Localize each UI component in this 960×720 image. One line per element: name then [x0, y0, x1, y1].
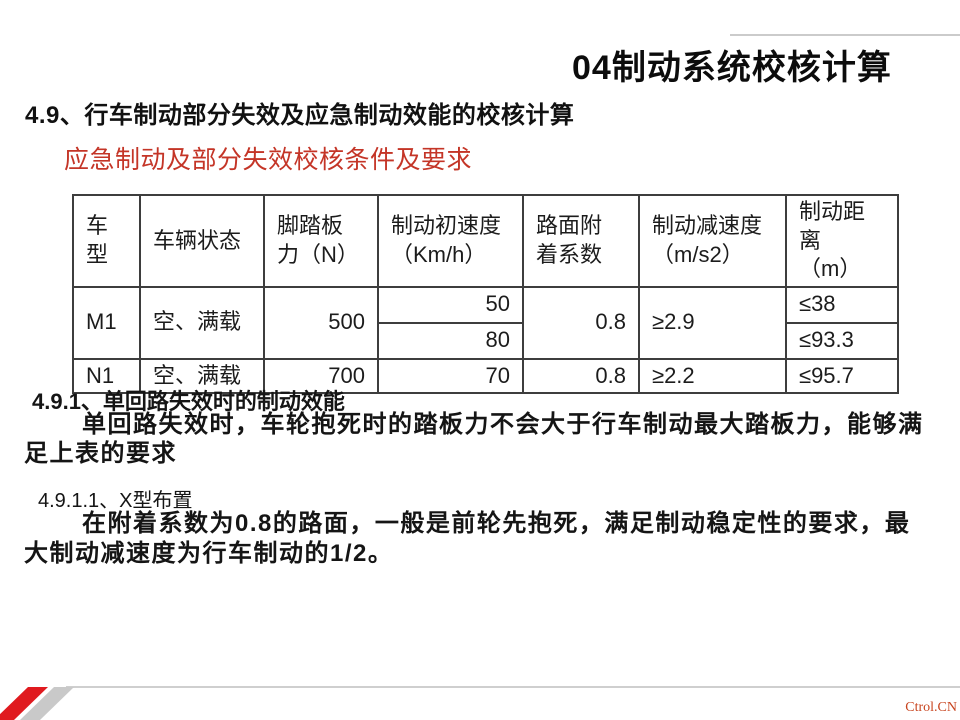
cell-m1-adhesion: 0.8 — [522, 285, 640, 360]
table-row-m1-top: M1 空、满载 500 50 0.8 ≥2.9 ≤38 — [72, 285, 899, 360]
cell-m1-distance-2: ≤93.3 — [785, 321, 899, 360]
cell-n1-initial-speed: 70 — [377, 357, 524, 395]
col-header-vehicle-type: 车型 — [72, 194, 141, 288]
section-4911-heading: 4.9.1.1、X型布置 — [38, 490, 193, 512]
cell-m1-initial-speed-2: 80 — [377, 321, 524, 360]
cell-m1-initial-speed-1: 50 — [377, 285, 524, 324]
corner-stripes — [0, 687, 74, 720]
section-49-heading: 4.9、行车制动部分失效及应急制动效能的校核计算 — [25, 102, 575, 129]
section-4911-paragraph: 在附着系数为0.8的路面，一般是前轮先抱死，满足制动稳定性的要求，最大制动减速度… — [24, 510, 911, 567]
cell-n1-deceleration: ≥2.2 — [638, 357, 787, 395]
col-header-adhesion: 路面附 着系数 — [522, 194, 640, 288]
section-491-paragraph: 单回路失效时，车轮抱死时的踏板力不会大于行车制动最大踏板力，能够满足上表的要求 — [24, 411, 924, 467]
cell-m1-deceleration: ≥2.9 — [638, 285, 787, 360]
cell-n1-adhesion: 0.8 — [522, 357, 640, 395]
page-title: 04制动系统校核计算 — [572, 49, 892, 87]
gray-stripe — [20, 687, 74, 720]
table-header-row: 车型 车辆状态 脚踏板 力（N） 制动初速度 （Km/h） 路面附 着系数 制动… — [72, 194, 899, 288]
cell-n1-vehicle-type: N1 — [72, 357, 141, 395]
title-underline — [730, 34, 960, 36]
table-row-m1-bottom: 80 ≤93.3 — [73, 321, 899, 360]
emergency-brake-subtitle: 应急制动及部分失效校核条件及要求 — [64, 146, 473, 174]
section-491-heading: 4.9.1、单回路失效时的制动效能 — [32, 389, 345, 414]
col-header-distance: 制动距离 （m） — [785, 194, 899, 288]
table-row-n1: N1 空、满载 700 70 0.8 ≥2.2 ≤95.7 — [72, 357, 899, 395]
col-header-vehicle-state: 车辆状态 — [139, 194, 265, 288]
cell-m1-vehicle-type: M1 — [72, 285, 141, 360]
brake-check-table: 车型 车辆状态 脚踏板 力（N） 制动初速度 （Km/h） 路面附 着系数 制动… — [72, 194, 899, 395]
footer-rule — [66, 686, 960, 688]
cell-m1-pedal-force: 500 — [263, 285, 379, 360]
cell-m1-vehicle-state: 空、满载 — [139, 285, 265, 360]
col-header-pedal-force: 脚踏板 力（N） — [263, 194, 379, 288]
col-header-deceleration: 制动减速度 （m/s2） — [638, 194, 787, 288]
cell-m1-distance-1: ≤38 — [785, 285, 899, 324]
cell-n1-pedal-force: 700 — [263, 357, 379, 395]
cell-n1-vehicle-state: 空、满载 — [139, 357, 265, 395]
cell-n1-distance: ≤95.7 — [785, 357, 899, 395]
col-header-initial-speed: 制动初速度 （Km/h） — [377, 194, 524, 288]
red-stripe — [0, 687, 48, 720]
watermark: Ctrol.CN — [905, 700, 957, 715]
